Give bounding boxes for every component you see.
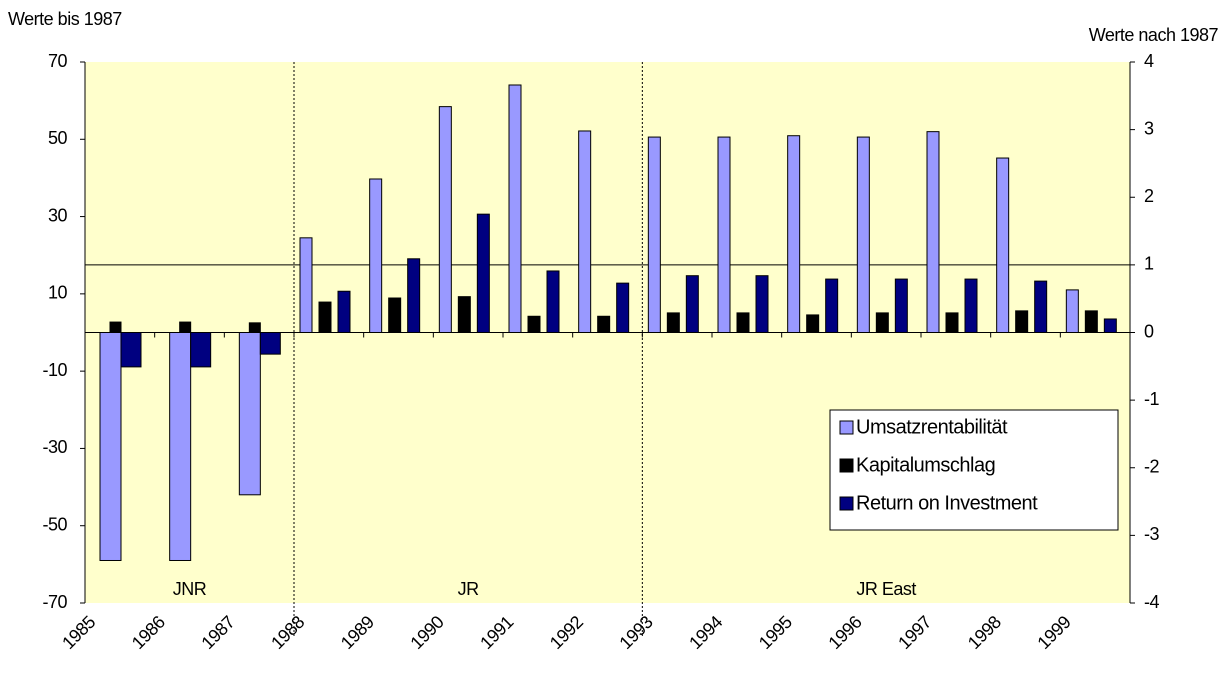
y-axis-title: Werte bis 1987 (8, 9, 122, 29)
bar (755, 275, 769, 334)
y-tick-label: -30 (42, 437, 67, 457)
y2-tick-label: 0 (1144, 321, 1154, 341)
bar (527, 315, 541, 333)
bar (546, 270, 560, 333)
bar (259, 332, 281, 355)
bar (717, 136, 731, 333)
bar (318, 301, 332, 334)
bar (1103, 318, 1117, 334)
bar (787, 135, 801, 333)
bar (875, 312, 889, 334)
y2-tick-label: -2 (1144, 457, 1159, 477)
bar (1084, 310, 1098, 333)
legend: Umsatzrentabilität Kapitalumschlag Return … (829, 409, 1119, 531)
x-tick-label: 1995 (755, 612, 796, 653)
bar (1015, 310, 1029, 333)
legend-label: Return on Investment (856, 492, 1038, 514)
bar (99, 332, 122, 561)
bar (894, 278, 908, 334)
bar (964, 278, 978, 334)
bar (1034, 280, 1048, 334)
y-tick-label: -70 (42, 592, 67, 612)
bar (1065, 289, 1079, 333)
legend-swatch (839, 458, 854, 473)
bar (369, 178, 383, 333)
x-tick-label: 1996 (824, 612, 865, 653)
bar (109, 321, 122, 334)
bar (647, 136, 661, 333)
y-tick-label: -10 (42, 360, 67, 380)
bar (438, 106, 452, 333)
y2-tick-label: 3 (1144, 118, 1154, 138)
bar (407, 258, 421, 334)
y2-tick-label: 1 (1144, 254, 1154, 274)
y-tick-label: 70 (48, 51, 68, 71)
bar (299, 237, 313, 333)
y2-tick-label: 4 (1144, 51, 1154, 71)
bar (190, 332, 212, 368)
x-tick-label: 1991 (476, 612, 517, 653)
bar (736, 312, 750, 334)
bar (578, 130, 592, 333)
y-tick-label: 10 (48, 283, 68, 303)
y-tick-label: 30 (48, 205, 68, 225)
legend-swatch (839, 496, 854, 511)
legend-label: Kapitalumschlag (856, 454, 995, 476)
bar (926, 131, 940, 333)
bar (666, 312, 680, 334)
region-label: JR East (856, 579, 916, 599)
bar (685, 275, 699, 334)
x-tick-label: 1997 (894, 612, 935, 653)
bar (508, 84, 522, 334)
bar (945, 312, 959, 334)
bar (457, 296, 471, 334)
y-tick-label: -50 (42, 514, 67, 534)
y2-tick-label: 2 (1144, 186, 1154, 206)
bar (597, 315, 611, 333)
bar (616, 282, 630, 334)
bar (120, 332, 142, 368)
bar (248, 322, 261, 334)
y-tick-label: 50 (48, 128, 68, 148)
x-tick-label: 1989 (337, 612, 378, 653)
bar (476, 213, 490, 333)
bar (337, 290, 351, 333)
x-tick-label: 1985 (58, 612, 99, 653)
x-tick-label: 1986 (128, 612, 169, 653)
bar (388, 297, 402, 334)
x-tick-label: 1992 (546, 612, 587, 653)
x-tick-label: 1998 (964, 612, 1005, 653)
region-label: JR (458, 579, 480, 599)
bar (856, 136, 870, 333)
x-tick-label: 1999 (1033, 612, 1074, 653)
x-tick-label: 1988 (267, 612, 308, 653)
x-tick-label: 1987 (197, 612, 238, 653)
bar (806, 314, 820, 334)
legend-swatch (839, 420, 854, 435)
legend-label: Umsatzrentabilität (856, 416, 1008, 438)
x-tick-label: 1990 (406, 612, 447, 653)
region-label: JNR (173, 579, 207, 599)
y2-tick-label: -4 (1144, 592, 1159, 612)
bar (179, 321, 192, 334)
bar (169, 332, 192, 561)
bar (996, 157, 1010, 333)
x-tick-label: 1993 (615, 612, 656, 653)
y2-tick-label: -1 (1144, 389, 1159, 409)
bar (825, 278, 839, 334)
legend-box (829, 409, 1119, 531)
y2-axis-title: Werte nach 1987 (1089, 25, 1219, 45)
x-tick-label: 1994 (685, 612, 726, 653)
y2-tick-label: -3 (1144, 524, 1159, 544)
bar (238, 332, 261, 496)
